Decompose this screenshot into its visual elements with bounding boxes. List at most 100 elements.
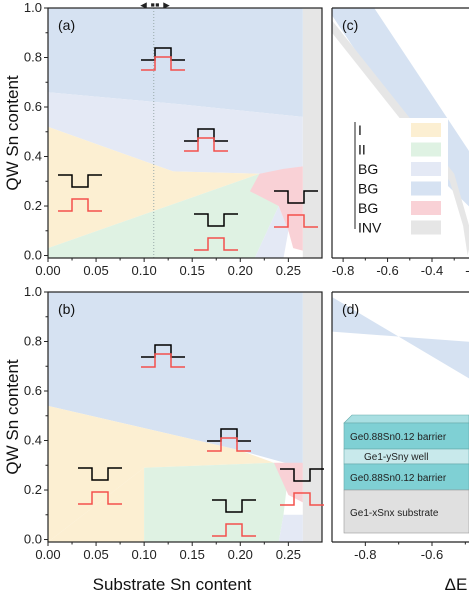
x-axis-title-left: Substrate Sn content — [93, 575, 252, 594]
y-tick-label: 0.4 — [24, 433, 42, 448]
region-I-3 — [48, 467, 145, 542]
legend-swatch — [411, 220, 441, 235]
x-tick-label: -0.8 — [332, 263, 354, 278]
region-I-3 — [48, 126, 260, 249]
conduction-band-icon — [280, 468, 324, 482]
y-tick-label: 0.8 — [24, 334, 42, 349]
x-tick-label: 0.00 — [35, 263, 60, 278]
x-tick-label: 0.10 — [131, 263, 156, 278]
regions-b — [48, 292, 322, 542]
legend-swatch — [411, 181, 441, 196]
x-axis-title-right: ΔE — [445, 575, 468, 594]
panel-b: (b) 0.00 0.05 0.10 0.15 0.20 0.25 0.00.20.40.… — [24, 284, 323, 562]
layer-top-face — [343, 414, 469, 424]
panel-a: (a) 0.00 0.05 0.10 0.15 0.20 0.25 0.00.20.40.… — [24, 0, 323, 278]
region-BG_blue-1 — [48, 292, 303, 468]
panel-b-frame — [47, 291, 323, 543]
conduction-band-icon — [78, 467, 122, 481]
xticks-d: -0.8-0.6-0.4-0 — [354, 542, 466, 562]
y-tick-label: 0.2 — [24, 198, 42, 213]
valence-band-icon — [274, 214, 318, 228]
y-tick-label: 0.0 — [24, 532, 42, 547]
x-tick-label: 0.15 — [180, 547, 205, 562]
region-BG_light-5 — [278, 514, 303, 542]
region-INV-0 — [302, 8, 322, 258]
layer-label-well: Ge1-ySny well — [364, 452, 428, 463]
valence-band-icon — [194, 237, 238, 251]
x-tick-label: -0.6 — [421, 547, 443, 562]
panel-a-frame — [47, 7, 323, 259]
panel-b-tag: (b) — [58, 301, 75, 317]
conduction-band-icon — [212, 499, 256, 513]
x-tick-label: 0.20 — [228, 547, 253, 562]
valence-band-icon — [184, 137, 228, 152]
valence-band-icon — [58, 198, 102, 212]
region-II-4 — [144, 462, 289, 542]
conduction-band-icon — [58, 174, 102, 188]
conduction-band-icon — [184, 128, 228, 142]
legend-label: I — [358, 122, 362, 138]
legend-label: BG — [358, 161, 378, 177]
panel-a-tag: (a) — [58, 17, 75, 33]
valence-band-icon — [280, 492, 324, 506]
x-tick-label: 0.05 — [83, 547, 108, 562]
region-BG_blue-0 — [332, 297, 469, 379]
layer-substrate — [343, 489, 469, 534]
panel-d-tag: (d) — [342, 301, 359, 317]
x-tick-label: 0.25 — [276, 263, 301, 278]
valence-band-icon — [212, 523, 256, 537]
legend-swatch — [411, 162, 441, 176]
legend-swatch — [411, 142, 441, 157]
y-tick-label: 0.2 — [24, 482, 42, 497]
region-BG_blue-1 — [48, 8, 303, 117]
conduction-band-icon — [207, 428, 251, 442]
legend-label: INV — [358, 220, 382, 236]
yticks-a: 0.0 0.2 0.4 0.6 0.8 1.0 — [24, 0, 48, 263]
regions-a — [48, 8, 322, 258]
y-axis-title-a: QW Sn content — [3, 75, 22, 191]
xticks-c: -0.8-0.6-0.4-0.20 — [332, 258, 469, 278]
y-tick-label: 1.0 — [24, 284, 42, 299]
valence-band-icon — [141, 353, 185, 368]
region-II-4 — [48, 173, 289, 258]
x-tick-label: -0.2 — [465, 263, 469, 278]
conduction-band-icon — [194, 213, 238, 227]
layer-barrier-top — [343, 422, 469, 450]
panel-d: (d) -0.8-0.6-0.4-0 Ge0.88Sn0.12 barrier … — [331, 291, 469, 562]
valence-band-icon — [207, 437, 251, 452]
legend-label: II — [358, 142, 366, 158]
xticks-b: 0.00 0.05 0.10 0.15 0.20 0.25 — [35, 542, 301, 562]
x-tick-label: -0.8 — [354, 547, 376, 562]
panel-c-tag: (c) — [342, 17, 358, 33]
legend-label: BG — [358, 200, 378, 216]
layer-label-barrier-bottom: Ge0.88Sn0.12 barrier — [350, 473, 447, 484]
y-tick-label: 0.6 — [24, 99, 42, 114]
conduction-band-icon — [141, 344, 185, 358]
valence-band-icon — [78, 491, 122, 505]
y-axis-title-b: QW Sn content — [3, 359, 22, 475]
x-tick-label: 0.15 — [180, 263, 205, 278]
legend-swatch — [411, 201, 441, 215]
y-tick-label: 0.4 — [24, 149, 42, 164]
xticks-a: 0.00 0.05 0.10 0.15 0.20 0.25 — [35, 258, 301, 278]
y-tick-label: 1.0 — [24, 0, 42, 15]
x-tick-label: 0.05 — [83, 263, 108, 278]
y-tick-label: 0.0 — [24, 248, 42, 263]
x-tick-label: 0.25 — [276, 547, 301, 562]
x-tick-label: 0.10 — [131, 547, 156, 562]
x-tick-label: 0.00 — [35, 547, 60, 562]
x-tick-label: -0.4 — [421, 263, 443, 278]
region-INV-0 — [302, 292, 322, 542]
conduction-band-icon — [274, 190, 318, 204]
region-INV-1 — [332, 20, 469, 256]
valence-band-icon — [141, 56, 185, 71]
yticks-b: 0.0 0.2 0.4 0.6 0.8 1.0 — [24, 284, 48, 547]
legend-swatch — [411, 123, 441, 137]
y-tick-label: 0.8 — [24, 50, 42, 65]
x-tick-label: 0.20 — [228, 263, 253, 278]
layer-stack: Ge0.88Sn0.12 barrier Ge1-ySny well Ge0.8… — [343, 414, 469, 534]
y-tick-label: 0.6 — [24, 383, 42, 398]
